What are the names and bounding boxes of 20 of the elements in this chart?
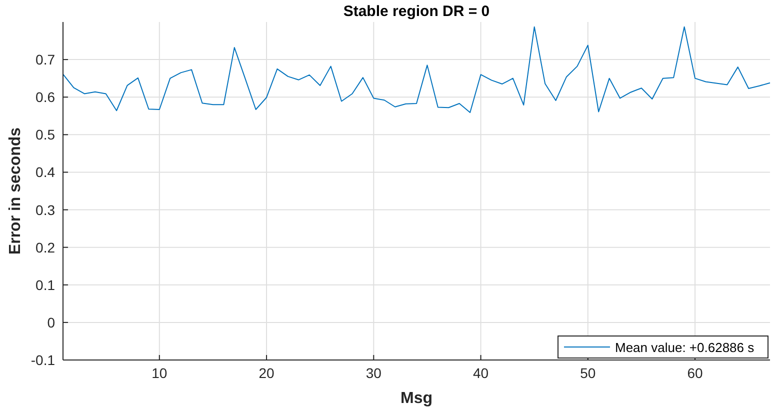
y-tick-label: 0.6 (36, 89, 56, 106)
y-tick-label: 0 (47, 314, 56, 330)
y-tick-label: 0.2 (36, 239, 56, 256)
x-tick-label: 40 (472, 365, 489, 381)
y-tick-label: 0.4 (36, 164, 56, 180)
y-axis-title: Error in seconds (7, 127, 24, 255)
legend-label: Mean value: +0.62886 s (615, 340, 755, 355)
y-tick-label: 0.3 (36, 202, 56, 218)
y-tick-label: 0.1 (36, 276, 56, 293)
x-axis-title: Msg (400, 390, 432, 407)
chart-title: Stable region DR = 0 (343, 3, 490, 20)
x-tick-label: 50 (580, 365, 596, 381)
y-tick-label: 0.5 (36, 126, 56, 143)
y-tick-label: 0.7 (36, 52, 56, 68)
x-tick-label: 60 (687, 365, 704, 381)
y-tick-label: -0.1 (30, 352, 56, 368)
x-tick-label: 20 (258, 365, 275, 381)
line-series (62, 26, 770, 114)
x-tick-label: 30 (366, 365, 382, 381)
x-tick-label: 10 (152, 365, 168, 381)
